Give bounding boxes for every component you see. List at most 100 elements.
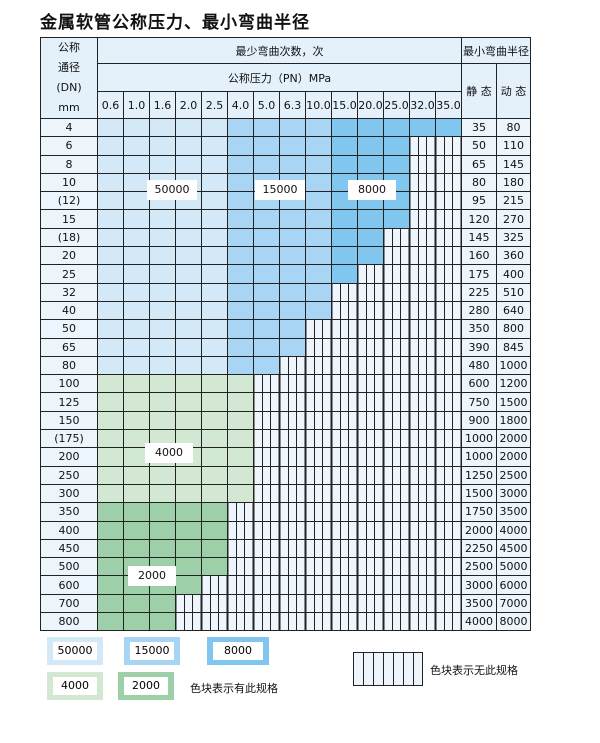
spec-cell-50000 xyxy=(123,355,150,376)
dynamic-header: 动 态 xyxy=(496,63,531,119)
static-radius-cell: 1000 xyxy=(461,429,497,449)
spec-cell-50000 xyxy=(175,209,202,229)
no-spec-cell xyxy=(357,538,384,559)
spec-cell-50000 xyxy=(201,209,228,229)
spec-cell-50000 xyxy=(149,300,176,321)
legend-no-spec-text: 色块表示无此规格 xyxy=(430,664,518,677)
spec-cell-50000 xyxy=(175,355,202,376)
spec-cell-50000 xyxy=(175,264,202,284)
no-spec-cell xyxy=(383,410,410,431)
spec-cell-8000 xyxy=(357,209,384,229)
no-spec-cell xyxy=(383,465,410,485)
no-spec-cell xyxy=(305,557,332,577)
no-spec-cell xyxy=(383,447,410,467)
no-spec-cell xyxy=(409,300,436,321)
pressure-col-header: 35.0 xyxy=(435,91,462,119)
spec-cell-8000 xyxy=(383,117,410,138)
no-spec-cell xyxy=(331,593,358,614)
no-spec-cell xyxy=(357,502,384,522)
static-radius-cell: 350 xyxy=(461,319,497,339)
no-spec-cell xyxy=(383,612,410,632)
spec-cell-15000 xyxy=(305,209,332,229)
static-radius-cell: 80 xyxy=(461,172,497,193)
static-radius-cell: 2500 xyxy=(461,557,497,577)
spec-cell-50000 xyxy=(149,337,176,357)
table-row: 32 225 510 xyxy=(40,282,531,302)
legend-label: 2000 xyxy=(124,677,168,695)
legend-label: 8000 xyxy=(213,642,263,660)
spec-cell-15000 xyxy=(305,246,332,266)
spec-cell-15000 xyxy=(227,117,254,138)
no-spec-cell xyxy=(227,575,254,595)
spec-cell-2000 xyxy=(175,502,202,522)
dn-cell: 300 xyxy=(40,483,98,504)
spec-cell-4000 xyxy=(149,483,176,504)
no-spec-cell xyxy=(435,483,462,504)
spec-cell-50000 xyxy=(97,282,124,302)
spec-cell-50000 xyxy=(123,282,150,302)
no-spec-cell xyxy=(331,465,358,485)
no-spec-cell xyxy=(409,612,436,632)
no-spec-cell xyxy=(227,502,254,522)
no-spec-cell xyxy=(357,282,384,302)
no-spec-cell xyxy=(305,502,332,522)
spec-cell-4000 xyxy=(123,483,150,504)
legend-has-spec-text: 色块表示有此规格 xyxy=(190,682,278,695)
no-spec-cell xyxy=(383,264,410,284)
no-spec-cell xyxy=(435,557,462,577)
table-row: 600 3000 6000 xyxy=(40,575,531,595)
no-spec-cell xyxy=(279,392,306,412)
static-radius-cell: 480 xyxy=(461,355,497,376)
spec-cell-4000 xyxy=(175,465,202,485)
spec-cell-8000 xyxy=(357,117,384,138)
spec-cell-2000 xyxy=(97,575,124,595)
no-spec-cell xyxy=(409,447,436,467)
no-spec-cell xyxy=(435,154,462,174)
spec-cell-15000 xyxy=(227,154,254,174)
spec-cell-2000 xyxy=(175,575,202,595)
dn-cell: 350 xyxy=(40,502,98,522)
spec-cell-4000 xyxy=(97,447,124,467)
spec-cell-4000 xyxy=(97,465,124,485)
spec-cell-50000 xyxy=(201,282,228,302)
dn-cell: 4 xyxy=(40,117,98,138)
spec-cell-8000 xyxy=(331,264,358,284)
spec-cell-2000 xyxy=(201,538,228,559)
table-row: 250 1250 2500 xyxy=(40,465,531,485)
spec-cell-15000 xyxy=(253,282,280,302)
legend-2000: 2000 xyxy=(118,672,174,700)
no-spec-cell xyxy=(175,612,202,632)
spec-cell-15000 xyxy=(279,319,306,339)
table-row: 100 600 1200 xyxy=(40,374,531,394)
no-spec-cell xyxy=(383,593,410,614)
spec-cell-50000 xyxy=(123,172,150,193)
no-spec-cell xyxy=(435,172,462,193)
no-spec-cell xyxy=(409,172,436,193)
no-spec-cell xyxy=(383,374,410,394)
spec-cell-8000 xyxy=(435,117,462,138)
dynamic-radius-cell: 2000 xyxy=(496,429,531,449)
dynamic-radius-cell: 2500 xyxy=(496,465,531,485)
no-spec-cell xyxy=(305,612,332,632)
no-spec-cell xyxy=(435,593,462,614)
table-row: 50 350 800 xyxy=(40,319,531,339)
legend-15000: 15000 xyxy=(124,637,180,665)
spec-cell-15000 xyxy=(305,154,332,174)
pressure-col-header: 32.0 xyxy=(409,91,436,119)
no-spec-cell xyxy=(279,355,306,376)
no-spec-cell xyxy=(435,392,462,412)
no-spec-cell xyxy=(409,374,436,394)
static-radius-cell: 160 xyxy=(461,246,497,266)
pressure-col-header: 10.0 xyxy=(305,91,332,119)
no-spec-cell xyxy=(227,612,254,632)
no-spec-cell xyxy=(357,612,384,632)
no-spec-cell xyxy=(279,429,306,449)
static-radius-cell: 280 xyxy=(461,300,497,321)
no-spec-cell xyxy=(409,264,436,284)
no-spec-cell xyxy=(331,410,358,431)
pressure-header: 公称压力（PN）MPa xyxy=(97,63,462,92)
spec-cell-50000 xyxy=(97,227,124,248)
no-spec-cell xyxy=(357,337,384,357)
no-spec-cell xyxy=(331,538,358,559)
table-row: 450 2250 4500 xyxy=(40,538,531,559)
